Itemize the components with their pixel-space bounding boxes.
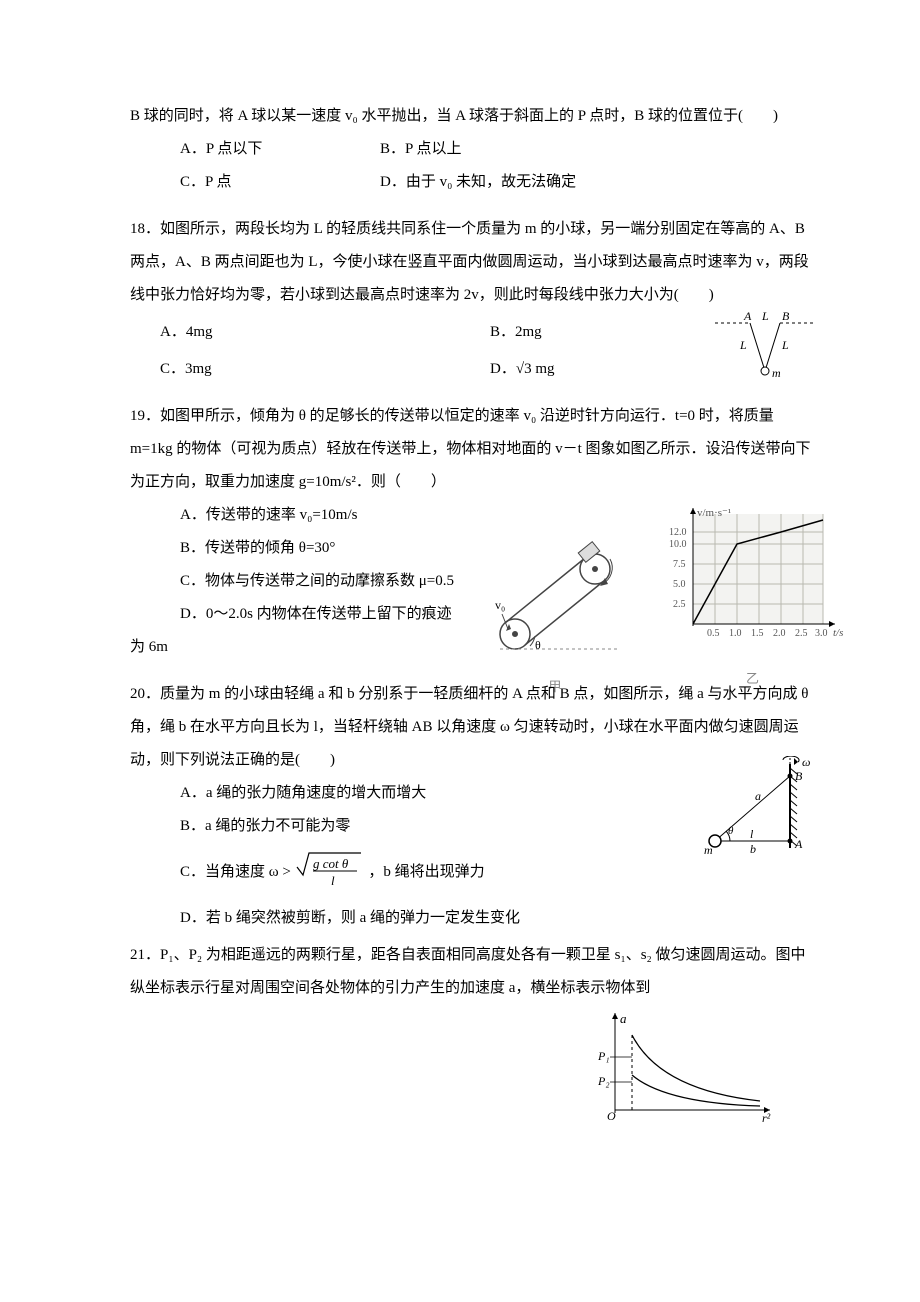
svg-text:12.0: 12.0 xyxy=(669,527,687,538)
q20-fig-l: l xyxy=(750,827,754,841)
q19-figure-2: 2.5 5.0 7.5 10.0 12.0 0.5 1.0 1.5 2.0 2.… xyxy=(655,504,850,694)
q20-fig-B: B xyxy=(795,769,803,783)
q18-fig-B: B xyxy=(782,311,790,323)
q20-fig-A: A xyxy=(794,837,803,851)
q19-fig1-theta: θ xyxy=(535,638,541,652)
q20-C-post: ，b 绳将出现弹力 xyxy=(368,864,484,880)
q18-fig-L3: L xyxy=(781,338,789,352)
q20-C-pre: C．当角速度 ω > xyxy=(180,864,295,880)
q19-B: B．传送带的倾角 θ=30° xyxy=(130,532,470,565)
svg-text:0.5: 0.5 xyxy=(707,628,720,639)
q21-fig-r2: r² xyxy=(762,1111,771,1125)
svg-text:5.0: 5.0 xyxy=(673,579,686,590)
q20-fig-m: m xyxy=(704,843,713,856)
svg-text:g cot θ: g cot θ xyxy=(313,856,349,871)
q19-figure-1: v₀ θ 甲 xyxy=(480,534,630,702)
q18-stem: 18．如图所示，两段长均为 L 的轻质线共同系住一个质量为 m 的小球，另一端分… xyxy=(130,213,820,312)
q19-fig2-xlabel: t/s xyxy=(833,627,843,639)
q20-fig-theta: θ xyxy=(728,825,734,837)
q19-block: 19．如图甲所示，倾角为 θ 的足够长的传送带以恒定的速率 v₀ 沿逆时针方向运… xyxy=(130,400,820,664)
q19-stem: 19．如图甲所示，倾角为 θ 的足够长的传送带以恒定的速率 v₀ 沿逆时针方向运… xyxy=(130,400,820,499)
q20-fig-omega: ω xyxy=(802,756,810,769)
q18-fig-L2: L xyxy=(739,338,747,352)
q19-D: D．0～2.0s 内物体在传送带上留下的痕迹 xyxy=(130,598,470,631)
q21-block: 21．P₁、P₂ 为相距遥远的两颗行星，距各自表面相同高度处各有一颗卫星 s₁、… xyxy=(130,939,820,1138)
svg-text:2.0: 2.0 xyxy=(773,628,786,639)
q20-block: ω B A a l b θ m 20．质量为 m 的小球由轻绳 a 和 b 分别… xyxy=(130,678,820,935)
svg-text:2.5: 2.5 xyxy=(795,628,808,639)
q19-fig1-v0: v₀ xyxy=(495,598,505,612)
q18-figure: A B L L L m xyxy=(710,311,820,394)
svg-text:1.0: 1.0 xyxy=(729,628,742,639)
q21-fig-a: a xyxy=(620,1011,627,1026)
q19-A: A．传送带的速率 v₀=10m/s xyxy=(130,499,470,532)
q17-D: D．由于 v₀ 未知，故无法确定 xyxy=(380,166,580,199)
q17-A: A．P 点以下 xyxy=(180,133,380,166)
q19-C: C．物体与传送带之间的动摩擦系数 μ=0.5 xyxy=(130,565,470,598)
q21-fig-P1: P₁ xyxy=(597,1049,610,1063)
q18-block: A B L L L m 18．如图所示，两段长均为 L 的轻质线共同系住一个质量… xyxy=(130,213,820,386)
q17-C: C．P 点 xyxy=(180,166,380,199)
svg-text:l: l xyxy=(331,873,335,888)
q21-fig-O: O xyxy=(607,1109,616,1123)
q20-C-formula: g cot θ l xyxy=(295,843,365,902)
q18-C: C．3mg xyxy=(130,353,490,386)
q18-fig-L1: L xyxy=(761,311,769,323)
q19-fig2-ylabel: v/m·s⁻¹ xyxy=(697,507,731,519)
q20-fig-a: a xyxy=(755,789,761,803)
q20-fig-b: b xyxy=(750,842,756,856)
q19-fig2-xticks: 0.5 1.0 1.5 2.0 2.5 3.0 xyxy=(707,628,828,639)
q17-cont: B 球的同时，将 A 球以某一速度 v₀ 水平抛出，当 A 球落于斜面上的 P … xyxy=(130,100,820,133)
q18-fig-A: A xyxy=(743,311,752,323)
q17-options-1: A．P 点以下 B．P 点以上 xyxy=(180,133,820,166)
q21-figure: a P₁ P₂ O r² xyxy=(590,1005,780,1138)
q20-D: D．若 b 绳突然被剪断，则 a 绳的弹力一定发生变化 xyxy=(130,902,820,935)
svg-text:10.0: 10.0 xyxy=(669,539,687,550)
svg-text:2.5: 2.5 xyxy=(673,599,686,610)
svg-text:3.0: 3.0 xyxy=(815,628,828,639)
q20-figure: ω B A a l b θ m xyxy=(690,756,820,869)
svg-text:1.5: 1.5 xyxy=(751,628,764,639)
q18-A: A．4mg xyxy=(130,316,490,349)
q17-block: B 球的同时，将 A 球以某一速度 v₀ 水平抛出，当 A 球落于斜面上的 P … xyxy=(130,100,820,199)
q21-stem: 21．P₁、P₂ 为相距遥远的两颗行星，距各自表面相同高度处各有一颗卫星 s₁、… xyxy=(130,939,820,1005)
q17-B: B．P 点以上 xyxy=(380,133,580,166)
svg-text:7.5: 7.5 xyxy=(673,559,686,570)
q21-fig-P2: P₂ xyxy=(597,1074,610,1088)
q17-options-2: C．P 点 D．由于 v₀ 未知，故无法确定 xyxy=(180,166,820,199)
q18-fig-m: m xyxy=(772,366,781,380)
q19-fig2-yticks: 2.5 5.0 7.5 10.0 12.0 xyxy=(669,527,687,610)
